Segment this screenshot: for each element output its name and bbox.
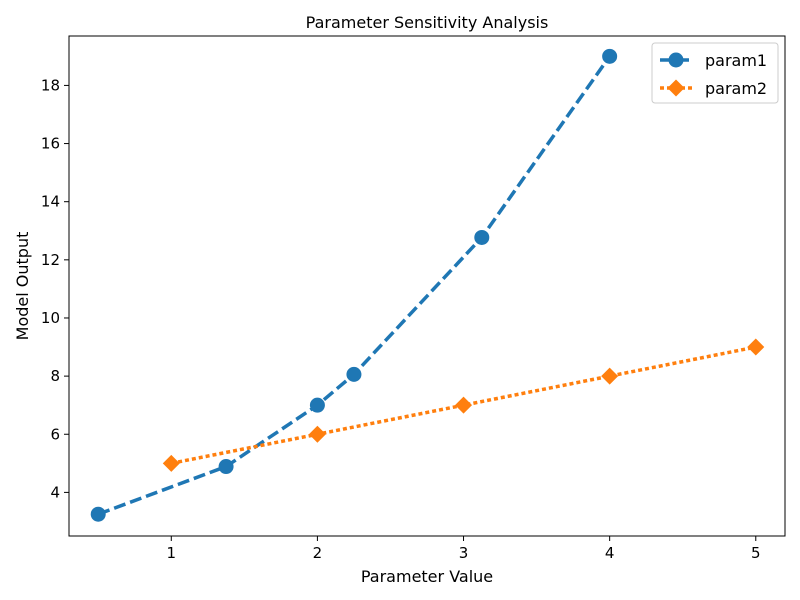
y-tick-label: 16 — [41, 135, 60, 153]
legend-label: param1 — [705, 51, 767, 70]
y-tick-label: 18 — [41, 76, 60, 94]
chart-title: Parameter Sensitivity Analysis — [306, 13, 549, 32]
y-tick-label: 12 — [41, 251, 60, 269]
plot-frame — [68, 35, 786, 537]
param1-point — [346, 366, 362, 382]
param2-point — [747, 338, 765, 356]
param1-point — [474, 229, 490, 245]
param1-line — [97, 55, 612, 516]
param2-point — [455, 396, 473, 414]
param1-point — [218, 459, 234, 475]
param2-point — [162, 454, 180, 472]
series-param1 — [90, 48, 618, 522]
series-param2 — [162, 338, 765, 472]
param2-point — [601, 367, 619, 385]
x-axis-label: Parameter Value — [361, 567, 493, 586]
legend-item-param1: param1 — [660, 51, 767, 70]
y-tick-label: 10 — [41, 309, 60, 327]
y-tick-label: 14 — [41, 193, 60, 211]
y-tick-label: 4 — [50, 483, 60, 501]
param1-point — [602, 48, 618, 64]
legend-item-param2: param2 — [660, 79, 767, 98]
legend-marker — [667, 79, 685, 97]
legend-label: param2 — [705, 79, 767, 98]
legend-marker — [668, 52, 684, 68]
x-tick-label: 5 — [751, 544, 761, 562]
param1-point — [90, 506, 106, 522]
x-tick-label: 3 — [459, 544, 469, 562]
param1-point — [309, 397, 325, 413]
legend: param1 param2 — [651, 42, 779, 104]
x-tick-label: 4 — [605, 544, 615, 562]
y-tick-label: 6 — [50, 425, 60, 443]
x-axis: 1 2 3 4 5 — [167, 536, 761, 562]
y-axis: 4 6 8 10 12 14 16 18 — [41, 76, 69, 501]
series-layer — [90, 48, 765, 522]
y-axis-label: Model Output — [13, 232, 32, 341]
x-tick-label: 1 — [167, 544, 177, 562]
y-tick-label: 8 — [50, 367, 60, 385]
x-tick-label: 2 — [313, 544, 323, 562]
param2-point — [308, 425, 326, 443]
